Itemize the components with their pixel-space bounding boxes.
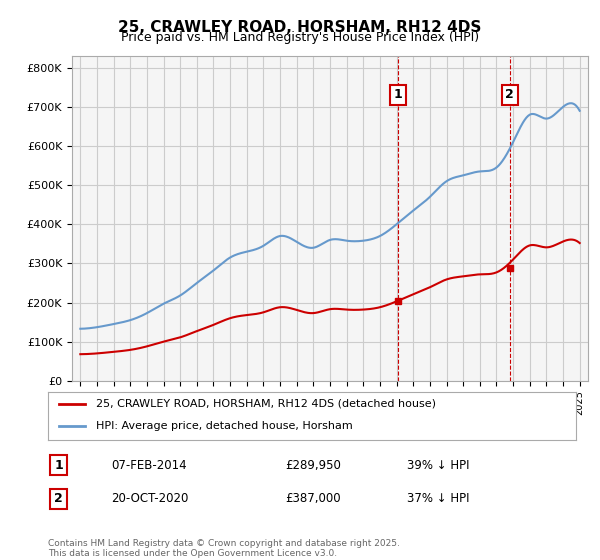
Text: £387,000: £387,000 xyxy=(286,492,341,506)
Text: 39% ↓ HPI: 39% ↓ HPI xyxy=(407,459,470,472)
Text: 07-FEB-2014: 07-FEB-2014 xyxy=(112,459,187,472)
Text: £289,950: £289,950 xyxy=(286,459,341,472)
Text: 37% ↓ HPI: 37% ↓ HPI xyxy=(407,492,470,506)
Text: 2: 2 xyxy=(505,88,514,101)
Text: 25, CRAWLEY ROAD, HORSHAM, RH12 4DS: 25, CRAWLEY ROAD, HORSHAM, RH12 4DS xyxy=(118,20,482,35)
Text: HPI: Average price, detached house, Horsham: HPI: Average price, detached house, Hors… xyxy=(95,421,352,431)
Text: Contains HM Land Registry data © Crown copyright and database right 2025.
This d: Contains HM Land Registry data © Crown c… xyxy=(48,539,400,558)
Text: 1: 1 xyxy=(394,88,403,101)
Text: 2: 2 xyxy=(54,492,63,506)
Text: 25, CRAWLEY ROAD, HORSHAM, RH12 4DS (detached house): 25, CRAWLEY ROAD, HORSHAM, RH12 4DS (det… xyxy=(95,399,436,409)
Text: Price paid vs. HM Land Registry's House Price Index (HPI): Price paid vs. HM Land Registry's House … xyxy=(121,31,479,44)
Text: 20-OCT-2020: 20-OCT-2020 xyxy=(112,492,189,506)
Text: 1: 1 xyxy=(54,459,63,472)
